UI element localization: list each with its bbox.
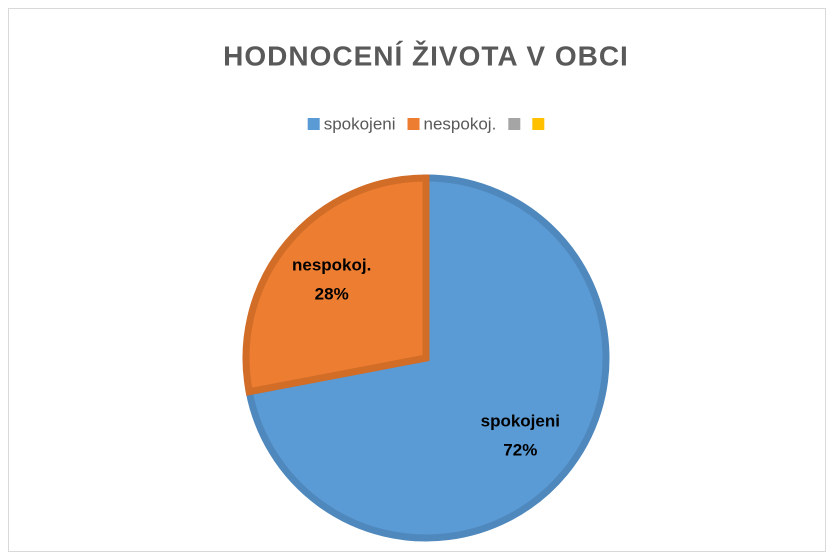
data-label-value: 28% bbox=[315, 284, 349, 303]
pie-slice bbox=[242, 174, 430, 396]
legend-swatch bbox=[508, 118, 521, 130]
data-label-value: 72% bbox=[503, 441, 537, 460]
legend-swatch bbox=[307, 118, 320, 130]
legend-swatch bbox=[407, 118, 420, 130]
chart-title: HODNOCENÍ ŽIVOTA V OBCI bbox=[223, 40, 629, 71]
legend-label: spokojeni bbox=[324, 114, 396, 133]
data-label-category: nespokoj. bbox=[292, 255, 371, 274]
legend-swatch bbox=[532, 118, 545, 130]
legend-label: nespokoj. bbox=[424, 114, 497, 133]
data-label-category: spokojeni bbox=[481, 412, 560, 431]
